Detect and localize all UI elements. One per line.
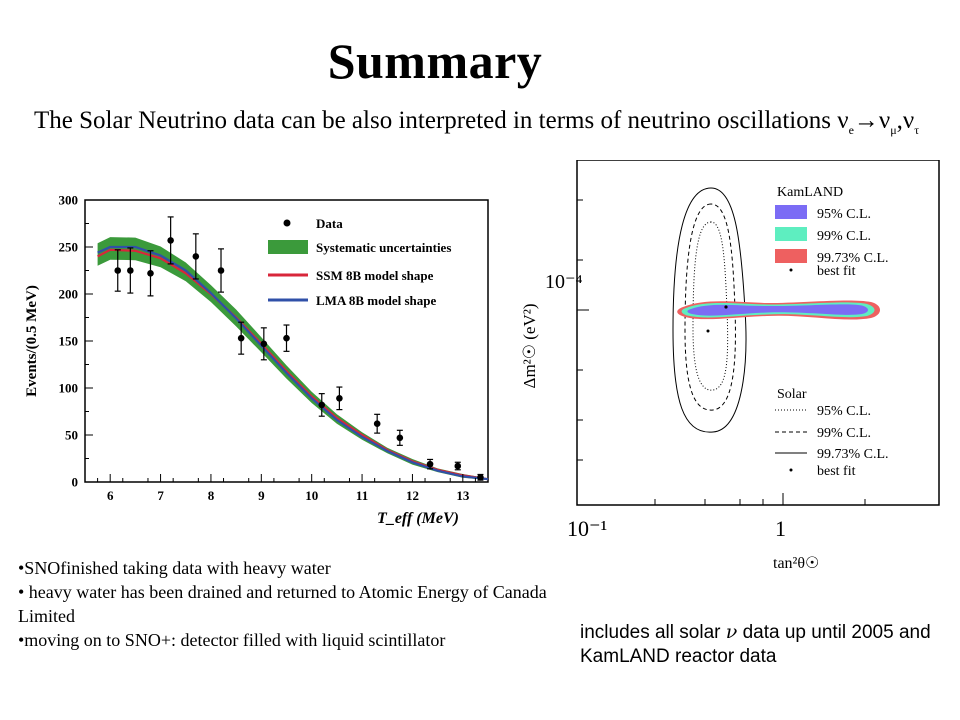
y-tick-label: 50: [65, 428, 78, 443]
solar-best-fit-label: best fit: [817, 464, 856, 479]
kamland-95-region: [687, 304, 868, 316]
intro-text: The Solar Neutrino data can be also inte…: [34, 104, 934, 147]
kamland-99-73-label: 99.73% C.L.: [817, 251, 889, 266]
caption-post: data up until 2005 and KamLAND reactor d…: [580, 622, 931, 667]
spectrum-y-axis-label: Events/(0.5 MeV): [24, 285, 40, 397]
solar-legend-title: Solar: [777, 387, 807, 402]
y-tick-label: 250: [59, 240, 79, 255]
data-point: [283, 334, 290, 342]
oscillation-contour-chart: KamLAND 95% C.L. 99% C.L. 99.73% C.L. be…: [520, 160, 940, 572]
legend-data-label: Data: [316, 216, 343, 231]
solar-best-fit-marker: [706, 329, 710, 333]
y-tick-label: 300: [59, 193, 79, 208]
kamland-best-fit-label: best fit: [817, 264, 856, 279]
legend-band-label: Systematic uncertainties: [316, 240, 451, 255]
data-point: [373, 420, 381, 428]
contour-y-axis-label: Δm²☉ (eV²): [520, 304, 539, 389]
y-tick-label: 200: [59, 287, 79, 302]
x-tick-label-1e-1: 10⁻¹: [567, 516, 607, 541]
legend-ssm-label: SSM 8B model shape: [316, 268, 434, 283]
data-point: [167, 237, 174, 244]
legend-box: [260, 210, 482, 322]
data-point: [336, 395, 343, 402]
data-point: [217, 267, 225, 274]
contour-caption: includes all solar ν data up until 2005 …: [580, 620, 950, 669]
data-point: [396, 434, 404, 442]
data-point: [260, 340, 268, 348]
spectrum-x-axis-label: T_eff (MeV): [377, 510, 459, 527]
contour-x-axis-label: tan²θ☉: [773, 555, 819, 572]
x-tick-label: 12: [406, 488, 419, 503]
legend-data-marker: [283, 219, 291, 227]
y-tick-label-1e-4: 10⁻⁴: [545, 271, 583, 293]
y-tick-label: 100: [59, 381, 79, 396]
comma: ,: [896, 107, 903, 134]
nu-glyph: ν: [878, 107, 891, 134]
nu-mu-symbol: νμ: [878, 107, 897, 137]
data-point: [426, 460, 434, 468]
data-point: [114, 267, 122, 274]
data-point: [127, 267, 134, 274]
caption-nu-symbol: ν: [725, 621, 738, 643]
data-points-layer: [114, 216, 484, 481]
x-tick-label: 6: [107, 488, 114, 503]
y-tick-label: 150: [59, 334, 79, 349]
y-tick-label: 0: [72, 475, 79, 490]
sub-tau: τ: [914, 123, 920, 137]
contour-frame: [576, 160, 940, 506]
kamland-best-fit-marker: [724, 305, 728, 309]
nu-e-symbol: νe: [837, 107, 854, 137]
solar-95-label: 95% C.L.: [817, 404, 871, 419]
contour-ticks: [577, 199, 866, 505]
sno-spectrum-chart: 6 7 8 9 10 11 12 13 0 50 100 150 200 250 300 Data Syst…: [24, 193, 489, 527]
caption-pre: includes all solar: [580, 622, 726, 643]
sub-mu: μ: [890, 123, 897, 137]
kamland-99-swatch: [775, 227, 807, 241]
solar-99-73-label: 99.73% C.L.: [817, 447, 889, 462]
solar-legend: Solar 95% C.L. 99% C.L. 99.73% C.L. best…: [775, 387, 889, 479]
arrow-symbol: →: [853, 107, 879, 134]
bullet-item: • heavy water has been drained and retur…: [18, 582, 547, 626]
bullet-item: •SNOfinished taking data with heavy wate…: [18, 558, 331, 578]
nu-tau-symbol: ντ: [902, 107, 920, 137]
nu-glyph: ν: [837, 107, 849, 134]
solar-99-label: 99% C.L.: [817, 426, 871, 441]
lma-model-line: [97, 245, 489, 481]
sub-e: e: [848, 123, 854, 137]
kamland-legend-best-fit-marker: [789, 268, 793, 272]
data-point: [237, 334, 245, 342]
x-tick-label: 9: [258, 488, 265, 503]
kamland-99-73-swatch: [775, 249, 807, 263]
kamland-95-swatch: [775, 205, 807, 219]
spectrum-legend: Data Systematic uncertainties SSM 8B mod…: [260, 210, 482, 322]
nu-glyph: ν: [902, 107, 915, 134]
x-tick-label: 13: [456, 488, 470, 503]
legend-band-swatch: [268, 240, 308, 254]
solar-99-73-contour: [672, 187, 747, 433]
x-tick-label: 7: [157, 488, 164, 503]
data-point: [147, 270, 154, 277]
kamland-legend-title: KamLAND: [777, 185, 843, 200]
solar-legend-best-fit-marker: [789, 468, 793, 472]
data-point: [318, 401, 326, 409]
kamland-legend: KamLAND 95% C.L. 99% C.L. 99.73% C.L. be…: [775, 185, 889, 279]
x-tick-label: 8: [208, 488, 215, 503]
intro-sentence: The Solar Neutrino data can be also inte…: [34, 107, 831, 134]
legend-lma-label: LMA 8B model shape: [316, 293, 436, 308]
axes-layer: 6 7 8 9 10 11 12 13 0 50 100 150 200 250 300: [59, 193, 476, 503]
kamland-99-label: 99% C.L.: [817, 229, 871, 244]
data-point: [454, 462, 462, 470]
x-tick-label: 10: [305, 488, 318, 503]
data-point: [477, 474, 484, 481]
slide-title: Summary: [327, 33, 543, 89]
model-lines-layer: [97, 245, 489, 481]
bullet-list: •SNOfinished taking data with heavy wate…: [18, 556, 558, 652]
data-point: [192, 253, 200, 260]
solar-99-contour: [684, 203, 736, 411]
bullet-item: •moving on to SNO+: detector filled with…: [18, 630, 446, 650]
x-tick-label-1: 1: [775, 516, 786, 541]
kamland-95-label: 95% C.L.: [817, 207, 871, 222]
x-tick-label: 11: [356, 488, 368, 503]
